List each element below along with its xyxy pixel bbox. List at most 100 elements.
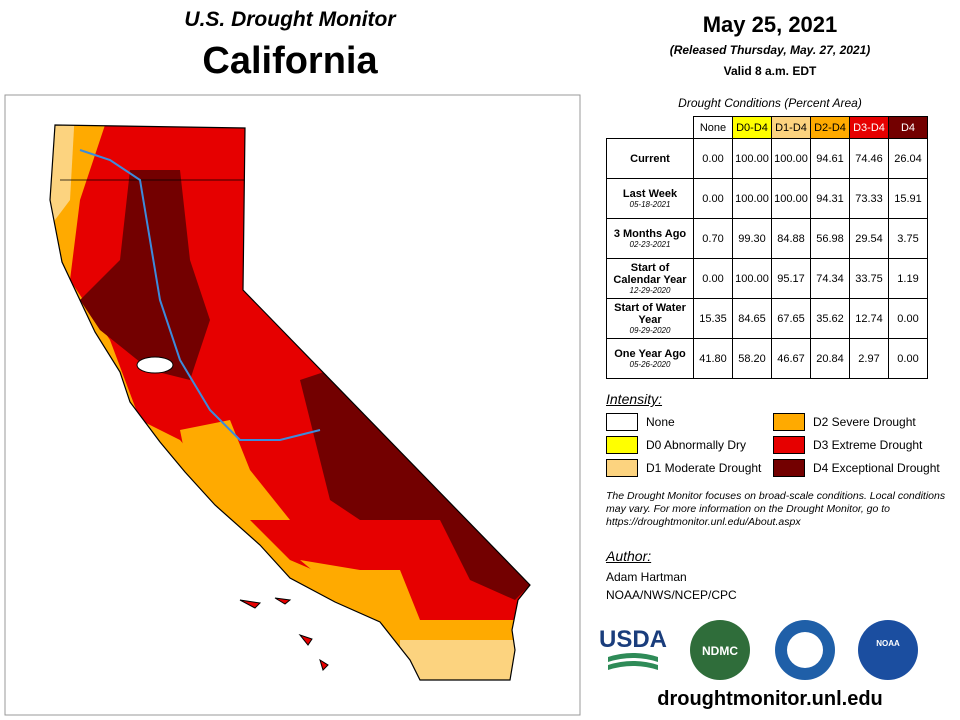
row-label-text: Start of Calendar Year [613,262,687,286]
row: Start of Water Year 09-29-2020 15.35 84.65 6… [606,298,928,339]
row-label: Current [606,138,694,179]
row-label: Start of Water Year 09-29-2020 [606,298,694,339]
author-org: NOAA/NWS/NCEP/CPC [606,588,737,602]
column-header: D1-D4 [771,116,811,139]
legend-label: D3 Extreme Drought [813,438,923,452]
date: May 25, 2021 [702,12,838,37]
row-date: 09-29-2020 [629,326,671,335]
logo-ndmc [690,620,750,680]
title: California [202,40,378,82]
legend-label: D4 Exceptional Drought [813,461,940,475]
cell: 100.00 [771,178,811,219]
row-label: Start of Calendar Year 12-29-2020 [606,258,694,299]
table-caption: Drought Conditions (Percent Area) [678,96,862,110]
cell: 15.35 [693,298,733,339]
cell: 0.70 [693,218,733,259]
cell: 100.00 [732,258,772,299]
released: (Released Thursday, May. 27, 2021) [669,43,871,57]
river [79,149,321,441]
header-row: None D0-D4 D1-D4 D2-D4 D3-D4 D4 [607,116,928,139]
column-header: D0-D4 [732,116,772,139]
row-label: 3 Months Ago 02-23-2021 [606,218,694,259]
logo-usda: USDA [600,626,667,653]
logo-noaa [858,620,918,680]
cell: 12.74 [849,298,889,339]
legend-swatch [773,459,805,477]
logo-ndmc-text: NDMC [702,644,738,658]
valid: Valid 8 a.m. EDT [723,64,817,78]
state-outline [49,124,531,681]
map [4,94,581,716]
cell: 84.88 [771,218,811,259]
row-label-text: Current [630,152,670,165]
row: Start of Calendar Year 12-29-2020 0.00 100.… [606,258,928,299]
cell: 41.80 [693,338,733,379]
bay [136,356,174,374]
cell: 0.00 [693,178,733,219]
cell: 1.19 [888,258,928,299]
legend-item: D4 Exceptional Drought [773,459,940,477]
cell: 26.04 [888,138,928,179]
corner [607,117,694,139]
row-date: 05-26-2020 [629,360,671,369]
cell: 56.98 [810,218,850,259]
legend-swatch [773,436,805,454]
cell: 100.00 [771,138,811,179]
cell: 100.00 [732,178,772,219]
drought-areas [50,125,530,680]
row-date: 02-23-2021 [629,240,671,249]
cell: 74.34 [810,258,850,299]
subtitle: U.S. Drought Monitor [184,8,396,31]
cell: 15.91 [888,178,928,219]
cell: 0.00 [888,338,928,379]
cell: 29.54 [849,218,889,259]
column-header: None [693,116,733,139]
cell: 100.00 [732,138,772,179]
logo-noaa-text: NOAA [876,639,900,648]
cell: 74.46 [849,138,889,179]
cell: 0.00 [888,298,928,339]
logo-commerce-inner [787,632,823,668]
legend-swatch [606,459,638,477]
islands [239,597,329,671]
row: Current 0.00 100.00 100.00 94.61 74.46 26.04 [606,138,928,179]
row-label-text: Last Week [622,188,678,200]
note: The Drought Monitor focuses on broad-sca… [606,490,946,528]
legend-swatch [606,436,638,454]
cell: 94.31 [810,178,850,219]
legend-label: D2 Severe Drought [813,415,916,429]
cell: 94.61 [810,138,850,179]
map-frame [4,94,581,716]
row: 3 Months Ago 02-23-2021 0.70 99.30 84.88 56.9… [606,218,928,259]
row-label: One Year Ago 05-26-2020 [606,338,694,379]
author-heading: Author: [606,548,652,564]
author-name: Adam Hartman [606,570,687,584]
legend-label: D1 Moderate Drought [646,461,762,475]
row-label-text: One Year Ago [614,348,686,360]
cell: 73.33 [849,178,889,219]
column-header: D2-D4 [810,116,850,139]
row: One Year Ago 05-26-2020 41.80 58.20 46.67 20.… [606,338,928,379]
cell: 2.97 [849,338,889,379]
row-label-text: Start of Water Year [614,302,686,326]
cell: 46.67 [771,338,811,379]
legend-item: D2 Severe Drought [773,413,916,431]
column-header: D3-D4 [849,116,889,139]
legend-swatch [773,413,805,431]
cell: 33.75 [849,258,889,299]
cell: 99.30 [732,218,772,259]
row-date: 05-18-2021 [629,200,671,209]
logos: USDA NDMC NOAA [600,620,918,680]
logo-usda-waves [608,653,658,670]
cell: 35.62 [810,298,850,339]
column-header: D4 [888,116,928,139]
row-label-text: 3 Months Ago [613,228,687,240]
cell: 67.65 [771,298,811,339]
row: Last Week 05-18-2021 0.00 100.00 100.00 94.31… [606,178,928,219]
legend-item: None [606,413,675,431]
cell: 0.00 [693,258,733,299]
legend-item: D0 Abnormally Dry [606,436,746,454]
row-label: Last Week 05-18-2021 [606,178,694,219]
cell: 0.00 [693,138,733,179]
